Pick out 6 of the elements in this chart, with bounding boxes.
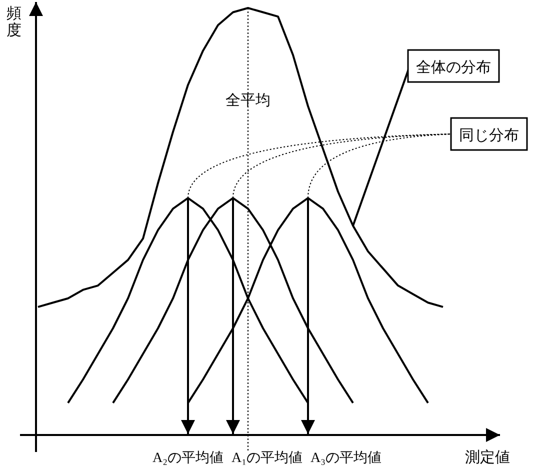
annotation: 全体の分布 — [416, 59, 491, 76]
mean-labels: A₂の平均値 A₁の平均値 A₃の平均値 — [152, 451, 382, 466]
xlabel: 測定値 — [465, 450, 510, 466]
annotation: 同じ分布 — [450, 117, 528, 151]
annotation: 全体の分布 — [407, 49, 500, 83]
ylabel: 頻度 — [6, 6, 22, 39]
